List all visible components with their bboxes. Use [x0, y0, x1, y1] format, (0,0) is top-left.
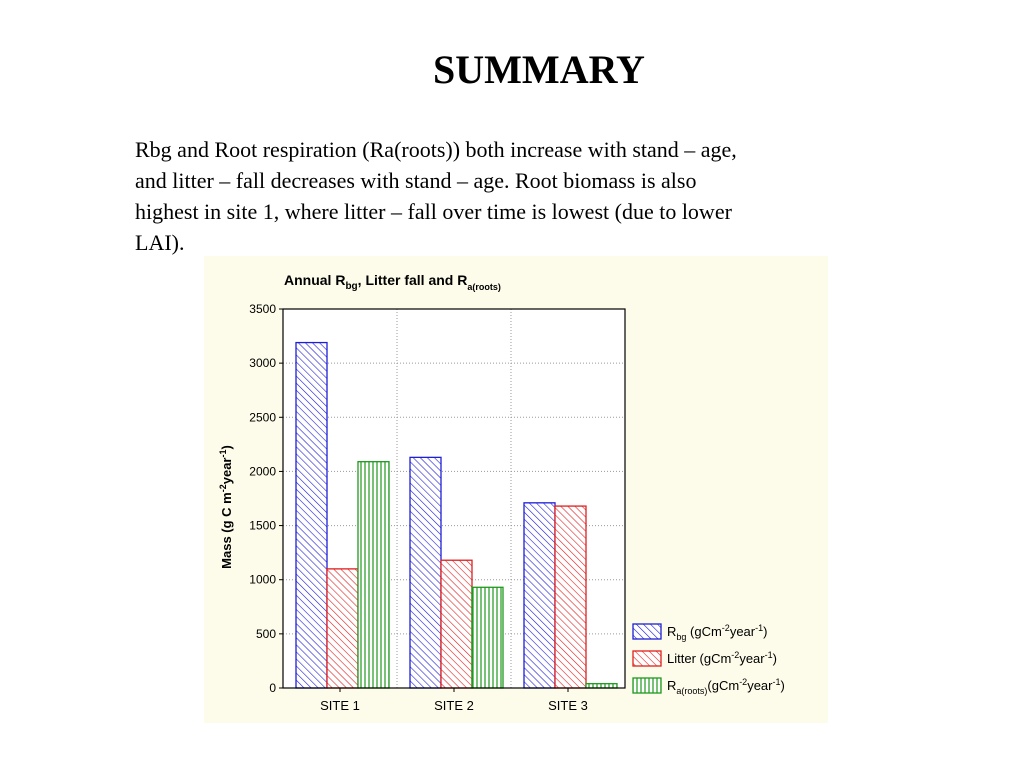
chart-title-prefix: Annual R: [284, 272, 345, 288]
summary-line: LAI).: [135, 230, 185, 255]
legend-label: Ra(roots)(gCm-2year-1): [667, 677, 785, 696]
y-tick-label: 1500: [249, 519, 276, 533]
chart-panel: Annual Rbg, Litter fall and Ra(roots) 0 5…: [204, 256, 828, 723]
plot-frame: [282, 308, 626, 689]
y-axis-label-suffix: ): [219, 445, 234, 449]
x-tick-label: SITE 2: [434, 698, 474, 713]
y-tick-label: 2500: [249, 410, 276, 424]
bar: [471, 586, 504, 689]
bar: [440, 559, 473, 689]
y-tick-label: 3500: [249, 302, 276, 316]
summary-paragraph: Rbg and Root respiration (Ra(roots)) bot…: [135, 134, 925, 258]
summary-line: Rbg and Root respiration (Ra(roots)) bot…: [135, 137, 737, 162]
legend-swatch: [632, 623, 662, 640]
legend-label: Rbg (gCm-2year-1): [667, 623, 767, 642]
legend-label: Litter (gCm-2year-1): [667, 650, 777, 666]
y-tick-label: 0: [269, 681, 276, 695]
y-tick-label: 1000: [249, 573, 276, 587]
y-axis-label-prefix: Mass (g C m: [219, 492, 234, 569]
y-tick-label: 500: [256, 627, 276, 641]
chart-title: Annual Rbg, Litter fall and Ra(roots): [284, 272, 501, 292]
chart-title-sub2: a(roots): [467, 282, 501, 292]
y-axis-label-sup2: -1: [218, 449, 228, 457]
plot-area: 0 500 1000 1500 2000 2500 3000 3500 SITE 1 SITE 2…: [249, 302, 626, 713]
y-tick-label: 2000: [249, 464, 276, 478]
slide-title: SUMMARY: [433, 47, 645, 92]
legend-swatch: [632, 650, 662, 667]
bar: [585, 683, 618, 689]
bar: [554, 505, 587, 689]
bar: [409, 456, 442, 689]
bar: [523, 502, 556, 689]
legend-swatch: [632, 677, 662, 694]
y-axis-label-middle: year: [219, 458, 234, 485]
y-axis-label: Mass (g C m-2year-1): [218, 445, 234, 569]
legend: Rbg (gCm-2year-1) Litter (gCm-2year-1) Ra(…: [632, 623, 785, 696]
bar: [295, 341, 328, 689]
summary-line: and litter – fall decreases with stand –…: [135, 168, 697, 193]
x-tick-label: SITE 1: [320, 698, 360, 713]
x-tick-label: SITE 3: [548, 698, 588, 713]
summary-line: highest in site 1, where litter – fall o…: [135, 199, 732, 224]
chart-title-sub1: bg: [345, 281, 357, 292]
bar-chart: Annual Rbg, Litter fall and Ra(roots) 0 5…: [218, 272, 785, 713]
bar: [357, 461, 390, 689]
y-axis-label-sup1: -2: [218, 484, 228, 492]
chart-title-middle: , Litter fall and R: [358, 272, 468, 288]
bar: [326, 568, 359, 689]
y-tick-label: 3000: [249, 356, 276, 370]
